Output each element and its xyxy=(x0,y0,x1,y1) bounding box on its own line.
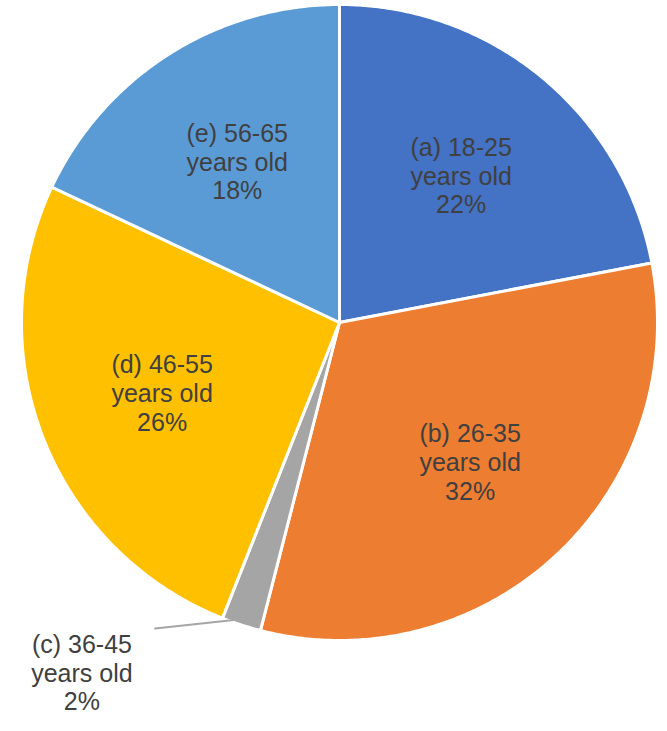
svg-text:(c) 36-45years old2%: (c) 36-45years old2% xyxy=(31,630,132,716)
svg-text:(d) 46-55years old26%: (d) 46-55years old26% xyxy=(111,350,212,436)
svg-text:(a) 18-25years old22%: (a) 18-25years old22% xyxy=(410,133,511,219)
svg-text:(b) 26-35years old32%: (b) 26-35years old32% xyxy=(419,419,520,505)
svg-text:(e) 56-65years old18%: (e) 56-65years old18% xyxy=(187,119,288,205)
